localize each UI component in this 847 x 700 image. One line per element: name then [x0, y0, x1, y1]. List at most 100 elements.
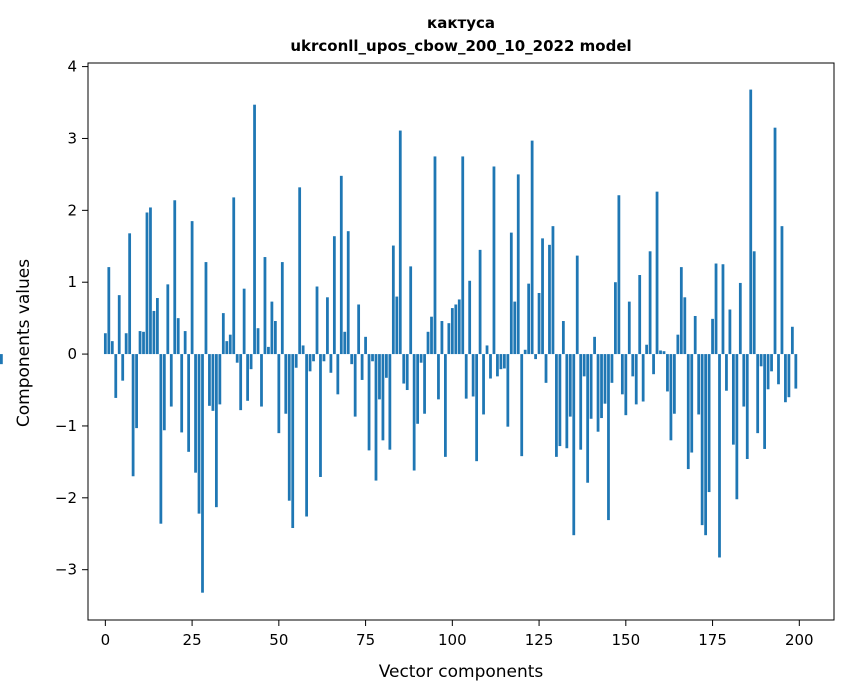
x-tick-label: 200 [785, 631, 814, 649]
bar [662, 351, 666, 355]
bar [516, 174, 520, 355]
bar [350, 354, 354, 365]
bar [235, 354, 239, 363]
bar [391, 245, 395, 355]
x-axis-label: Vector components [379, 662, 544, 682]
y-tick-label: −3 [55, 561, 77, 579]
bar [364, 336, 367, 355]
x-tick-label: 125 [525, 631, 554, 649]
bar [371, 354, 374, 362]
bar [294, 354, 298, 368]
x-tick-label: 50 [269, 631, 288, 649]
bar [214, 354, 218, 508]
y-tick-label: −1 [55, 417, 77, 435]
bar [572, 354, 576, 536]
bar [194, 354, 197, 473]
bar [173, 200, 177, 355]
bar [492, 166, 496, 355]
bar [378, 354, 381, 400]
bar [326, 297, 329, 355]
bar [551, 226, 555, 355]
bar [256, 328, 260, 355]
bar [232, 197, 236, 355]
bar [457, 299, 461, 355]
bar [777, 354, 780, 385]
bar [523, 349, 527, 355]
y-tick-label: 0 [67, 345, 77, 363]
bar [301, 345, 305, 355]
bar [395, 296, 399, 355]
bar [700, 354, 704, 526]
bar [634, 354, 638, 405]
bar [728, 309, 732, 355]
bar [784, 354, 787, 403]
bar [711, 318, 714, 355]
bar [114, 354, 118, 398]
bar [496, 354, 499, 377]
bar [582, 354, 586, 377]
bar [117, 295, 121, 355]
bar [287, 354, 291, 501]
bar [315, 286, 319, 355]
bar [565, 354, 569, 449]
bar [336, 354, 340, 395]
bar [263, 257, 267, 355]
bar [513, 301, 517, 355]
bar [773, 127, 777, 355]
bar [624, 354, 628, 416]
plot-frame [87, 62, 835, 621]
bar [298, 187, 302, 355]
bar [561, 321, 565, 355]
bar [593, 336, 596, 355]
y-tick-label: 2 [67, 201, 77, 219]
bar [527, 283, 531, 355]
bar [284, 354, 288, 414]
bar [794, 354, 798, 389]
bar [388, 354, 392, 450]
bar [305, 354, 308, 517]
bar [489, 354, 492, 379]
bar [537, 292, 541, 355]
bar [228, 334, 232, 355]
y-axis-label: Components values [14, 259, 34, 427]
bar [683, 297, 687, 355]
chart-subtitle: ukrconll_upos_cbow_200_10_2022 model [290, 37, 631, 55]
bar [381, 354, 385, 441]
bar [343, 331, 347, 355]
bar [211, 354, 215, 411]
bar [447, 323, 451, 355]
bar [454, 304, 458, 355]
bar [714, 263, 718, 355]
bar [357, 304, 361, 355]
bar [277, 354, 281, 434]
bar [752, 251, 756, 355]
bar [725, 354, 728, 391]
y-tick-label: 4 [67, 58, 77, 76]
bar [735, 354, 739, 500]
chart-title: кактуса [427, 14, 495, 32]
bar [308, 354, 312, 372]
bar [135, 354, 138, 429]
bar [558, 354, 562, 447]
bar [738, 282, 742, 355]
bar [509, 232, 513, 355]
bar [645, 344, 649, 355]
bar [409, 266, 413, 355]
bar [291, 354, 295, 529]
bar [614, 282, 617, 355]
bar [260, 354, 263, 407]
bar [669, 354, 673, 441]
bar [617, 195, 621, 355]
bar [124, 333, 128, 355]
bar [652, 354, 655, 375]
bar [589, 354, 593, 419]
bar [655, 191, 659, 355]
x-tick-label: 0 [101, 631, 111, 649]
y-axis: −3 −2 −1 0 1 2 3 4 [55, 58, 88, 579]
bar [450, 308, 454, 355]
bar [329, 354, 333, 373]
bar [332, 236, 336, 355]
bar [437, 354, 440, 400]
bar [128, 233, 132, 355]
bar [402, 354, 406, 384]
